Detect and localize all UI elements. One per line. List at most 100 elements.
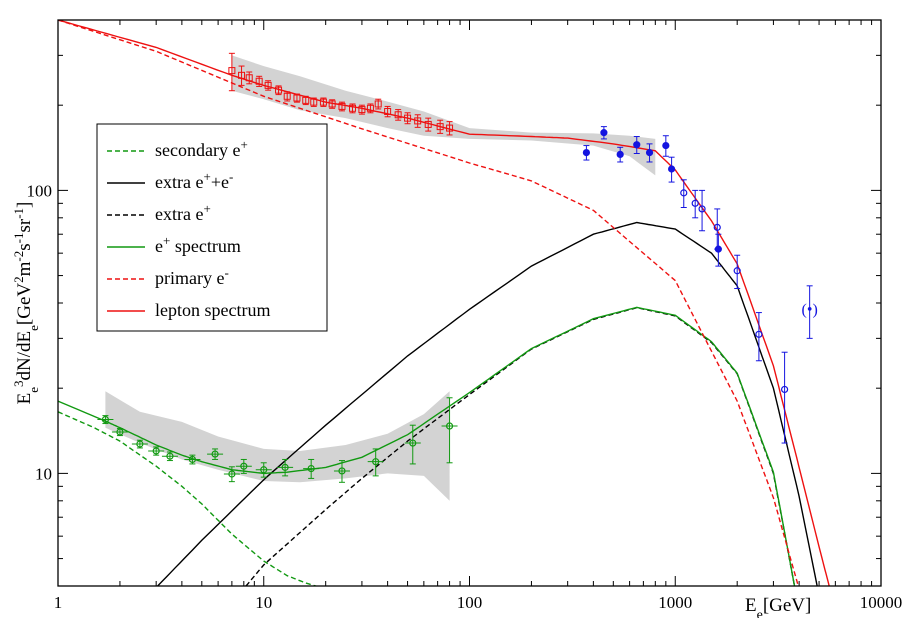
data-point: [372, 458, 380, 466]
axis-ticks: [57, 19, 881, 587]
legend-label-sup: +: [203, 201, 210, 216]
error-bands: [105, 55, 656, 501]
legend-label-sup: +: [240, 137, 247, 152]
legend-label: lepton spectrum: [155, 300, 270, 320]
data-point: [404, 114, 412, 122]
data-point: [307, 464, 315, 473]
data-point: [680, 189, 688, 197]
data-point: [713, 223, 721, 231]
y-axis-label-part: 3: [11, 380, 26, 387]
data-point: [698, 205, 706, 213]
legend-label-text: extra e: [155, 204, 203, 224]
band-0: [105, 391, 450, 501]
model-curves: [58, 20, 830, 586]
data-point: [582, 148, 591, 157]
legend-item-2: extra e+: [107, 201, 211, 225]
data-point: [260, 466, 268, 474]
series-line-5: [58, 20, 830, 586]
data-point: [445, 422, 454, 430]
legend-item-0: secondary e+: [107, 137, 248, 161]
data-point: [319, 98, 327, 106]
data-point: [645, 148, 654, 157]
x-axis-label: Ee[GeV]: [745, 595, 811, 618]
data-point: [384, 107, 392, 115]
legend-item-1: extra e++e-: [107, 169, 233, 192]
series-line-0: [58, 411, 318, 586]
y-tick-label: 100: [27, 181, 53, 200]
data-point: [633, 141, 641, 149]
y-axis-label-part: e: [26, 325, 41, 331]
legend-label: e+ spectrum: [155, 233, 241, 257]
legend-item-5: lepton spectrum: [107, 300, 270, 320]
data-point: [310, 98, 318, 106]
y-axis-label-part: sr: [14, 218, 35, 232]
data-point: [600, 129, 608, 137]
data-point: [781, 385, 789, 394]
tick-labels: 1 10 100 1000 10000 10 100: [27, 181, 903, 612]
data-point: [436, 123, 444, 131]
marker-group-0: [97, 397, 458, 483]
data-point: [414, 117, 422, 125]
legend-label: primary e-: [155, 265, 229, 289]
data-point: [616, 150, 624, 159]
y-axis-label-part: dN/dE: [14, 331, 35, 381]
data-point: [264, 81, 272, 89]
data-point-label: (•): [802, 301, 818, 318]
data-point: [238, 71, 246, 79]
data-point: [166, 452, 174, 460]
legend-item-4: primary e-: [107, 265, 229, 289]
data-point: [283, 92, 291, 100]
series-line-4: [58, 20, 799, 586]
marker-group-1: [228, 52, 454, 136]
y-axis-label-part: [GeV: [14, 283, 35, 325]
legend-label: extra e+: [155, 201, 211, 225]
data-point: [349, 104, 357, 112]
data-point: [409, 439, 417, 447]
x-tick-label: 100: [457, 593, 483, 612]
data-points: (•): [97, 52, 818, 483]
x-tick-label: 10000: [860, 593, 903, 612]
y-axis-label-part: -1: [11, 233, 26, 244]
data-point: [281, 463, 289, 471]
legend: secondary e+extra e++e-extra e+e+ spectr…: [96, 123, 328, 332]
marker-group-2: (•): [582, 126, 818, 444]
data-point: [714, 245, 722, 253]
data-point: [228, 67, 236, 75]
legend-item-3: e+ spectrum: [107, 233, 241, 257]
data-point: [662, 141, 670, 150]
legend-label-sup: +: [163, 233, 170, 248]
legend-label: secondary e+: [155, 137, 248, 161]
legend-label-text: secondary e: [155, 140, 240, 160]
y-axis-label-part: s: [14, 243, 35, 250]
legend-label-text: extra e: [155, 172, 203, 192]
series-line-2: [245, 306, 796, 586]
legend-label-sup2: -: [229, 169, 233, 184]
data-point: [691, 199, 699, 207]
data-point: [394, 111, 402, 119]
series-line-1: [157, 221, 818, 586]
data-point: [755, 330, 763, 338]
data-point: [338, 467, 346, 475]
y-axis-label-part: -1: [11, 208, 26, 219]
data-point: [328, 100, 336, 108]
y-axis-label-part: e: [26, 387, 41, 393]
data-point: [228, 470, 236, 478]
y-axis-label-part: 2: [11, 276, 26, 283]
data-point: [152, 447, 160, 455]
data-point: [424, 120, 432, 128]
data-point: [136, 440, 144, 448]
data-point: [188, 455, 196, 464]
data-point: [374, 100, 382, 108]
y-axis-label-part: -2: [11, 251, 26, 262]
legend-label-text: primary e: [155, 268, 224, 288]
y-axis-label: Ee3dN/dEe[GeV2m-2s-1sr-1]: [11, 202, 41, 405]
legend-label-tail: +e: [211, 172, 229, 192]
legend-label-text: e: [155, 236, 163, 256]
x-tick-label: 10: [255, 593, 272, 612]
legend-label-text: lepton spectrum: [155, 300, 270, 320]
data-point: [338, 102, 346, 110]
data-point: [245, 74, 253, 82]
legend-label-sup: +: [203, 169, 210, 184]
y-axis-label-part: E: [14, 393, 35, 405]
x-tick-label: 1: [54, 593, 63, 612]
